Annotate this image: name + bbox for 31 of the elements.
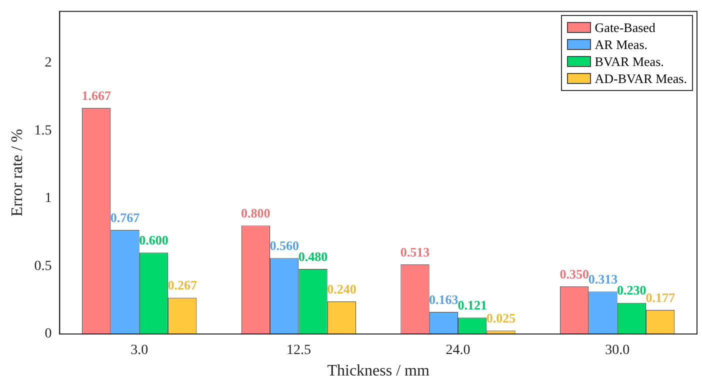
data-label: 0.350 xyxy=(560,266,589,282)
data-label: 1.667 xyxy=(82,88,112,103)
data-label: 0.267 xyxy=(168,278,198,293)
y-tick-label: 1.5 xyxy=(34,123,52,138)
x-tick-label: 12.5 xyxy=(286,343,311,358)
legend-label: AR Meas. xyxy=(594,36,648,54)
data-label: 0.800 xyxy=(241,205,270,220)
y-axis-title: Error rate / % xyxy=(8,128,26,216)
y-tick-label: 1 xyxy=(44,191,52,206)
data-label: 0.313 xyxy=(588,271,618,286)
legend-label: AD-BVAR Meas. xyxy=(594,70,687,88)
data-label: 0.230 xyxy=(617,282,646,298)
x-tick-label: 30.0 xyxy=(605,343,630,358)
data-label: 0.240 xyxy=(327,281,356,296)
data-label: 0.600 xyxy=(139,232,168,248)
legend-label: Gate-Based xyxy=(594,19,656,36)
x-tick-label: 24.0 xyxy=(446,343,470,358)
data-label: 0.177 xyxy=(646,290,676,305)
data-label: 0.480 xyxy=(298,248,328,264)
legend-label: BVAR Meas. xyxy=(594,53,664,70)
data-label: 0.513 xyxy=(400,244,430,260)
y-tick-label: 0.5 xyxy=(34,258,52,274)
y-tick-label: 0 xyxy=(44,326,52,342)
data-label: 0.163 xyxy=(429,292,459,307)
data-label: 0.121 xyxy=(458,297,487,312)
x-axis-title: Thickness / mm xyxy=(327,362,430,380)
y-tick-label: 2 xyxy=(44,56,52,71)
x-tick-label: 3.0 xyxy=(130,343,148,358)
data-label: 0.025 xyxy=(486,310,516,326)
data-label: 0.767 xyxy=(110,210,140,225)
data-label: 0.560 xyxy=(270,238,299,253)
